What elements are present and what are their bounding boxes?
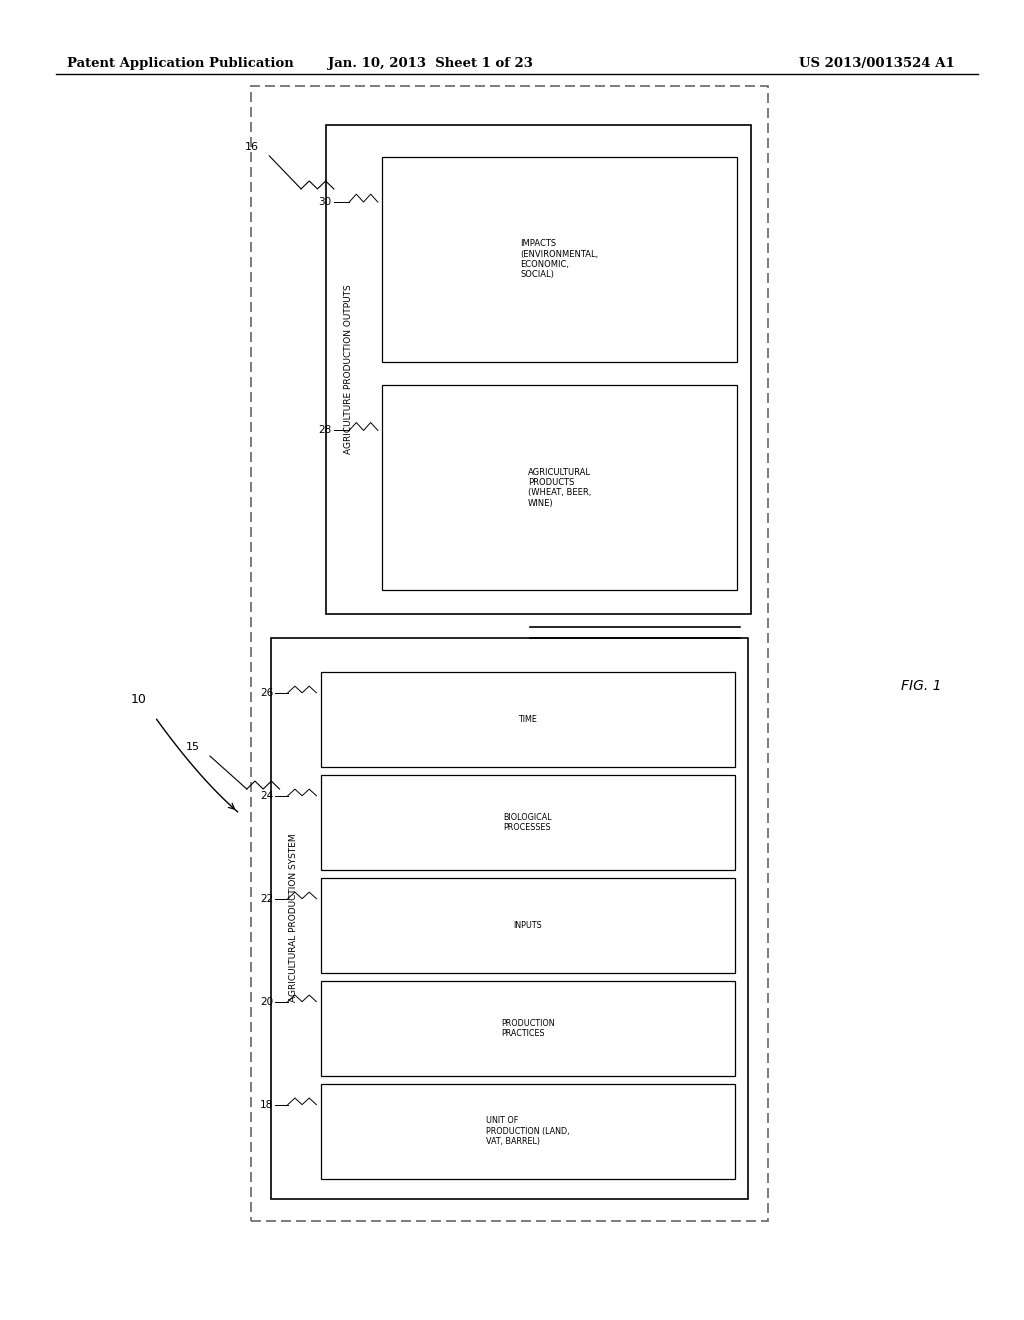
Text: 30: 30: [318, 197, 332, 207]
Bar: [326, 125, 751, 614]
Text: BIOLOGICAL
PROCESSES: BIOLOGICAL PROCESSES: [504, 813, 552, 832]
Bar: [321, 981, 735, 1076]
Bar: [321, 1084, 735, 1179]
Text: TIME: TIME: [518, 715, 538, 723]
Text: UNIT OF
PRODUCTION (LAND,
VAT, BARREL): UNIT OF PRODUCTION (LAND, VAT, BARREL): [486, 1117, 569, 1146]
Text: 26: 26: [260, 688, 273, 698]
Bar: [251, 86, 768, 1221]
Text: PRODUCTION
PRACTICES: PRODUCTION PRACTICES: [501, 1019, 555, 1038]
Text: Jan. 10, 2013  Sheet 1 of 23: Jan. 10, 2013 Sheet 1 of 23: [328, 57, 532, 70]
Text: 28: 28: [318, 425, 332, 436]
Text: 10: 10: [130, 693, 146, 706]
Text: Patent Application Publication: Patent Application Publication: [67, 57, 293, 70]
Text: INPUTS: INPUTS: [513, 921, 543, 929]
Bar: [382, 385, 737, 590]
Text: AGRICULTURE PRODUCTION OUTPUTS: AGRICULTURE PRODUCTION OUTPUTS: [344, 285, 352, 454]
Text: FIG. 1: FIG. 1: [901, 680, 942, 693]
Bar: [271, 638, 748, 1199]
Text: US 2013/0013524 A1: US 2013/0013524 A1: [799, 57, 954, 70]
Text: AGRICULTURAL
PRODUCTS
(WHEAT, BEER,
WINE): AGRICULTURAL PRODUCTS (WHEAT, BEER, WINE…: [528, 467, 591, 508]
Text: IMPACTS
(ENVIRONMENTAL,
ECONOMIC,
SOCIAL): IMPACTS (ENVIRONMENTAL, ECONOMIC, SOCIAL…: [520, 239, 599, 280]
Text: 20: 20: [260, 997, 273, 1007]
Text: 24: 24: [260, 791, 273, 801]
Text: AGRICULTURAL PRODUCTION SYSTEM: AGRICULTURAL PRODUCTION SYSTEM: [290, 834, 298, 1002]
Bar: [321, 775, 735, 870]
Text: 18: 18: [260, 1100, 273, 1110]
Bar: [382, 157, 737, 362]
Bar: [321, 672, 735, 767]
Text: 15: 15: [185, 742, 200, 752]
Text: 16: 16: [245, 143, 259, 152]
Bar: [321, 878, 735, 973]
Text: 22: 22: [260, 894, 273, 904]
